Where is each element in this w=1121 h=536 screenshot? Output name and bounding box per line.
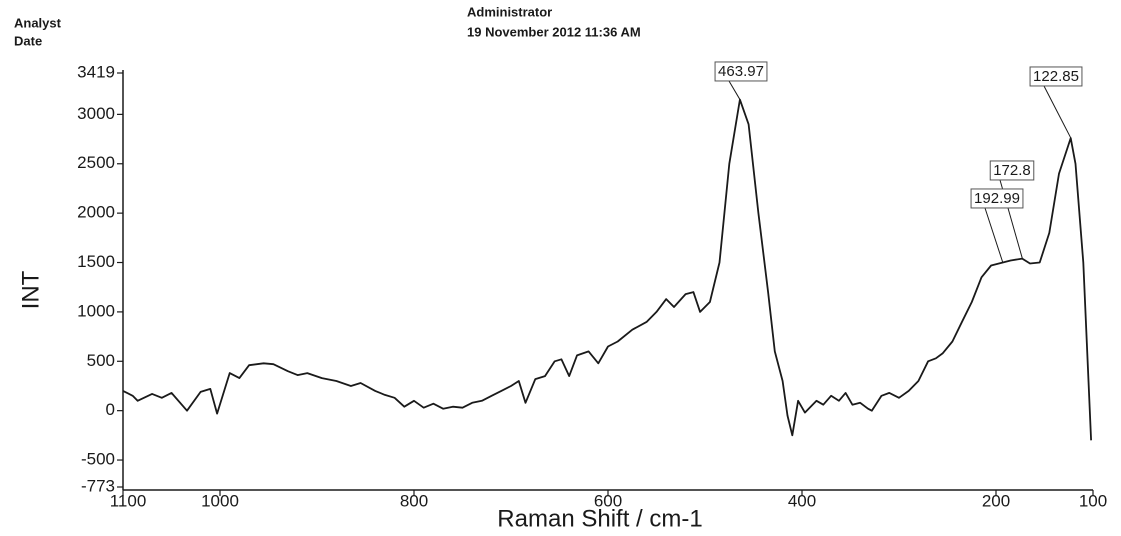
annotation-label: 122.85	[1033, 68, 1079, 85]
analyst: Administrator	[467, 4, 552, 19]
y-axis-title: INT	[17, 270, 44, 309]
y-tick-label: 1500	[77, 252, 115, 271]
y-tick-label: 3000	[77, 104, 115, 123]
x-tick-label: 100	[1079, 491, 1107, 510]
annotation-box	[1029, 66, 1083, 87]
annotation-label: 172.8	[993, 162, 1031, 179]
x-tick-label: 800	[400, 491, 428, 510]
annotation-box	[989, 160, 1035, 181]
annotation-label: 463.97	[718, 63, 764, 80]
y-tick-label: 3419	[77, 62, 115, 81]
x-tick-label: 1000	[201, 491, 239, 510]
spectrum-line	[122, 98, 1092, 441]
y-tick-label: 2500	[77, 153, 115, 172]
x-tick-label: 600	[594, 491, 622, 510]
annotation-box	[714, 61, 768, 82]
y-tick-label: 0	[106, 400, 115, 419]
y-tick-label: 1000	[77, 301, 115, 320]
date-label: Date	[14, 33, 42, 48]
x-tick-label: 400	[788, 491, 816, 510]
analyst-label: Analyst	[14, 15, 62, 30]
annotation-label: 192.99	[974, 190, 1020, 207]
annotation-box	[970, 188, 1024, 209]
y-tick-label: -773	[81, 476, 115, 495]
x-tick-label: 200	[982, 491, 1010, 510]
y-tick-label: -500	[81, 450, 115, 469]
y-tick-label: 2000	[77, 203, 115, 222]
annotation-leader	[1043, 85, 1072, 139]
x-tick-label: 1100	[110, 491, 147, 510]
y-tick-label: 500	[87, 351, 115, 370]
annotation-leader	[728, 80, 741, 100]
annotation-leader	[984, 207, 1004, 263]
date: 19 November 2012 11:36 AM	[467, 24, 641, 39]
x-axis-title: Raman Shift / cm-1	[497, 505, 702, 532]
